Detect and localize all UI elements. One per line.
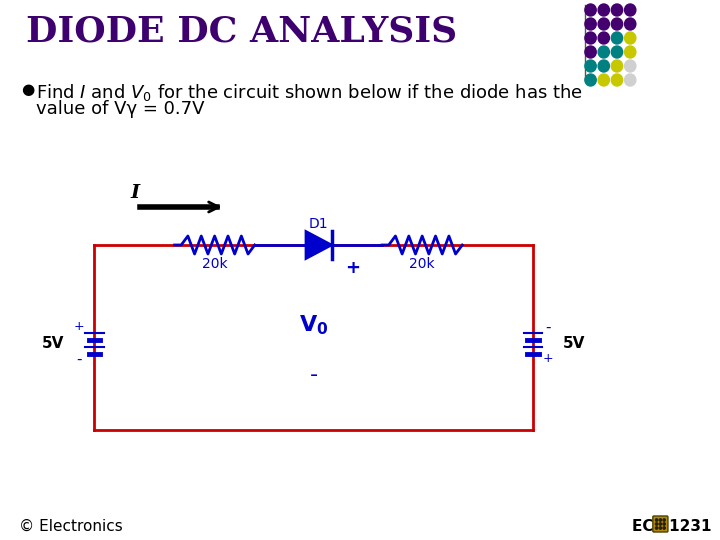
Text: +: + bbox=[74, 321, 84, 334]
Circle shape bbox=[624, 32, 636, 44]
Circle shape bbox=[598, 18, 609, 30]
Circle shape bbox=[655, 523, 658, 525]
Text: ●: ● bbox=[21, 82, 34, 97]
Circle shape bbox=[624, 74, 636, 86]
Circle shape bbox=[655, 519, 658, 521]
Circle shape bbox=[611, 18, 623, 30]
Circle shape bbox=[611, 4, 623, 16]
Circle shape bbox=[660, 523, 662, 525]
Text: DIODE DC ANALYSIS: DIODE DC ANALYSIS bbox=[27, 15, 457, 49]
Circle shape bbox=[663, 527, 665, 529]
Circle shape bbox=[585, 74, 596, 86]
Text: 20k: 20k bbox=[202, 257, 228, 271]
Text: value of Vγ = 0.7V: value of Vγ = 0.7V bbox=[36, 100, 204, 118]
Text: +: + bbox=[543, 353, 554, 366]
FancyBboxPatch shape bbox=[653, 516, 668, 532]
Text: ECE 1231: ECE 1231 bbox=[632, 519, 711, 534]
Circle shape bbox=[611, 46, 623, 58]
Text: D1: D1 bbox=[309, 217, 329, 231]
Circle shape bbox=[611, 60, 623, 72]
Text: I: I bbox=[130, 184, 140, 202]
Circle shape bbox=[660, 527, 662, 529]
Circle shape bbox=[663, 523, 665, 525]
Circle shape bbox=[598, 60, 609, 72]
Circle shape bbox=[585, 4, 596, 16]
Circle shape bbox=[598, 4, 609, 16]
Circle shape bbox=[611, 32, 623, 44]
Circle shape bbox=[663, 519, 665, 521]
Text: +: + bbox=[346, 259, 360, 277]
Circle shape bbox=[624, 60, 636, 72]
Circle shape bbox=[585, 60, 596, 72]
Circle shape bbox=[624, 46, 636, 58]
Circle shape bbox=[598, 32, 609, 44]
Circle shape bbox=[624, 4, 636, 16]
Circle shape bbox=[598, 74, 609, 86]
Text: -: - bbox=[310, 365, 318, 385]
Text: $\mathbf{V_0}$: $\mathbf{V_0}$ bbox=[299, 313, 328, 337]
Circle shape bbox=[655, 527, 658, 529]
Text: 20k: 20k bbox=[410, 257, 435, 271]
Text: 5V: 5V bbox=[42, 335, 64, 350]
Text: Find $I$ and $V_0$ for the circuit shown below if the diode has the: Find $I$ and $V_0$ for the circuit shown… bbox=[36, 82, 582, 103]
Polygon shape bbox=[306, 231, 332, 259]
Circle shape bbox=[660, 519, 662, 521]
Text: -: - bbox=[76, 352, 82, 367]
Circle shape bbox=[624, 18, 636, 30]
Circle shape bbox=[585, 32, 596, 44]
Circle shape bbox=[585, 18, 596, 30]
Circle shape bbox=[611, 74, 623, 86]
Text: -: - bbox=[545, 320, 551, 334]
Text: 5V: 5V bbox=[563, 335, 585, 350]
Text: © Electronics: © Electronics bbox=[19, 519, 122, 534]
Circle shape bbox=[598, 46, 609, 58]
Circle shape bbox=[585, 46, 596, 58]
